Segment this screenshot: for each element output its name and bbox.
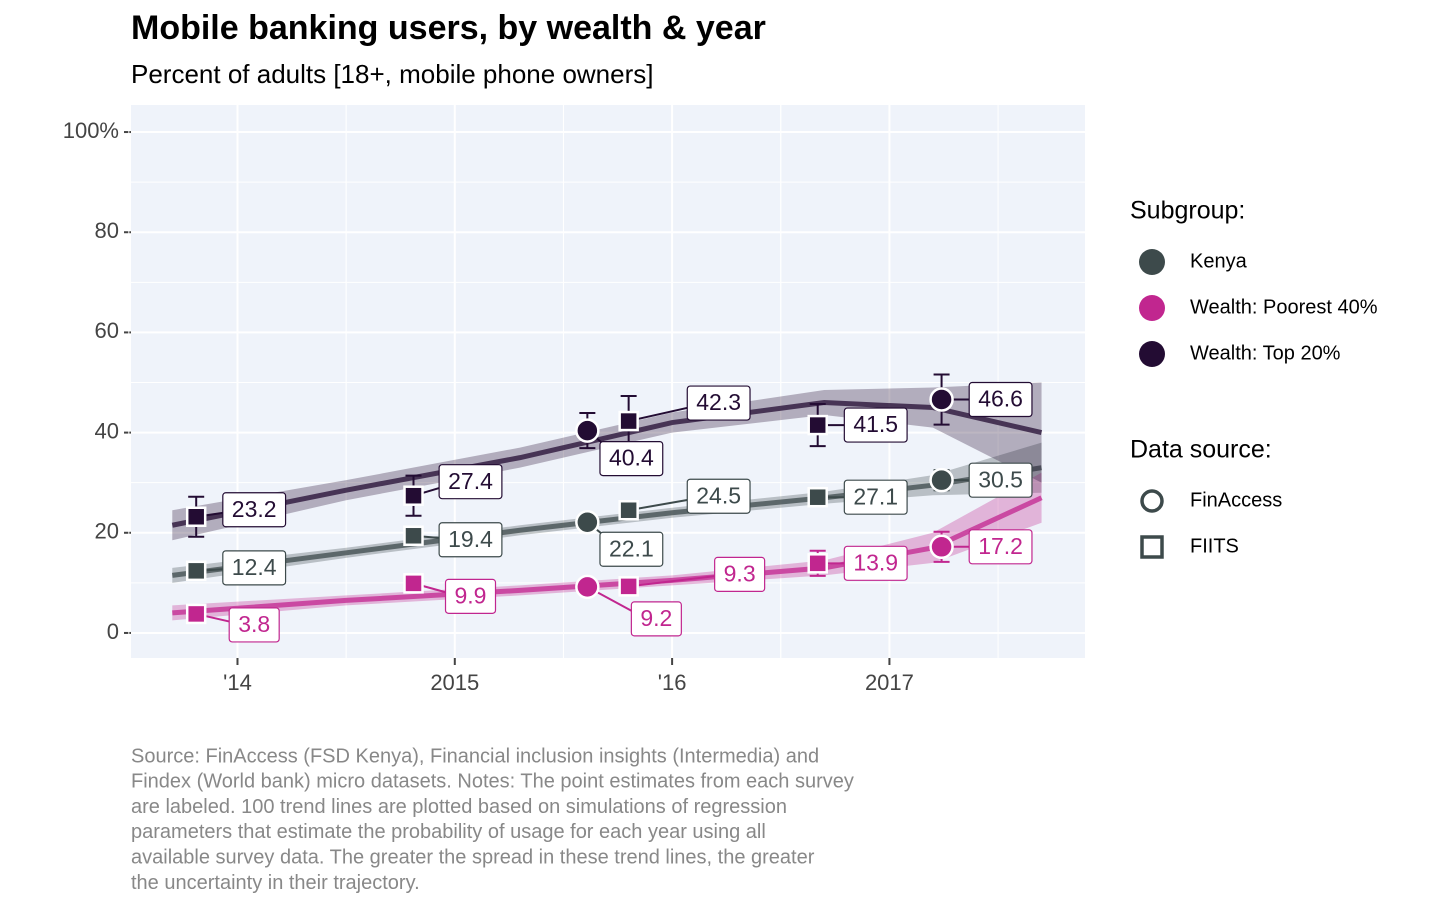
value-label: 9.9 (455, 582, 487, 608)
point (185, 506, 207, 527)
point (618, 410, 639, 432)
value-label: 3.8 (238, 611, 270, 637)
value-label: 27.1 (853, 483, 898, 509)
value-label-box (222, 492, 287, 528)
legend-marker (1140, 489, 1164, 513)
point (185, 603, 207, 625)
point (929, 467, 954, 493)
legend-marker (1139, 249, 1165, 275)
value-label: 17.2 (978, 533, 1023, 559)
caption-line: Source: FinAccess (FSD Kenya), Financial… (131, 745, 819, 767)
point (403, 485, 424, 506)
point (807, 486, 828, 508)
legend-marker (1140, 535, 1164, 559)
legend-title: Data source: (1130, 436, 1272, 464)
value-label-box (438, 464, 503, 500)
value-label-box (714, 556, 766, 592)
value-label-box (686, 385, 751, 421)
caption-line: are labeled. 100 trend lines are plotted… (131, 796, 787, 818)
value-label: 46.6 (978, 386, 1023, 412)
value-label-box (968, 462, 1033, 498)
value-label-box (228, 607, 280, 643)
legend-marker (1139, 295, 1165, 321)
legend-marker (1139, 341, 1165, 367)
value-label-box (222, 550, 287, 586)
caption-line: the uncertainty in their trajectory. (131, 872, 420, 894)
legend-label: Kenya (1190, 250, 1248, 272)
caption-line: Findex (World bank) micro datasets. Note… (131, 771, 854, 793)
caption-line: parameters that estimate the probability… (131, 821, 766, 843)
point (807, 414, 828, 436)
value-label-box (599, 531, 664, 567)
point (403, 525, 424, 547)
y-tick-label: 20 (95, 519, 119, 544)
point (807, 553, 828, 574)
y-tick-label: 80 (95, 218, 119, 243)
value-label: 24.5 (696, 482, 741, 508)
legend-title: Subgroup: (1130, 197, 1245, 225)
x-tick-label: 2017 (865, 670, 914, 695)
caption-line: available survey data. The greater the s… (131, 846, 815, 868)
value-label: 13.9 (853, 549, 898, 575)
value-label-box (444, 578, 497, 614)
value-label-box (968, 529, 1033, 565)
value-label-box (630, 601, 682, 637)
chart-subtitle: Percent of adults [18+, mobile phone own… (131, 59, 654, 89)
value-label: 23.2 (232, 496, 277, 522)
y-tick-label: 60 (95, 318, 119, 343)
trend-band (172, 382, 1042, 541)
point (575, 418, 600, 443)
value-label: 19.4 (448, 526, 493, 552)
x-tick-label: '14 (223, 670, 252, 695)
point (929, 387, 954, 412)
point (575, 510, 600, 535)
legend-label: FinAccess (1190, 489, 1282, 511)
value-label: 41.5 (853, 411, 898, 437)
value-label-box (438, 522, 503, 558)
x-tick-label: 2015 (430, 670, 479, 695)
point (185, 560, 207, 582)
value-label-box (686, 478, 751, 514)
legend-label: Wealth: Top 20% (1190, 342, 1341, 364)
value-label-box (968, 381, 1033, 418)
value-label: 42.3 (696, 389, 741, 415)
y-tick-label: 40 (95, 418, 119, 443)
point (403, 573, 424, 594)
value-label: 22.1 (609, 535, 654, 561)
value-label-box (843, 545, 908, 581)
y-tick-label: 0 (107, 619, 119, 644)
value-label: 12.4 (232, 554, 277, 580)
point (618, 499, 639, 521)
point (929, 534, 954, 560)
legend-label: Wealth: Poorest 40% (1190, 296, 1378, 318)
label-leader (628, 573, 730, 588)
x-tick-label: '16 (658, 670, 687, 695)
legend-label: FIITS (1190, 535, 1239, 557)
value-label: 9.3 (724, 560, 756, 586)
value-label: 30.5 (978, 466, 1023, 492)
value-label-box (843, 479, 908, 515)
value-label: 40.4 (609, 445, 654, 471)
value-label: 27.4 (448, 468, 493, 494)
chart-title: Mobile banking users, by wealth & year (131, 9, 766, 47)
point (618, 576, 639, 597)
y-tick-label: 100% (63, 118, 119, 143)
value-label-box (843, 407, 908, 443)
value-label-box (599, 440, 664, 477)
point (575, 574, 600, 600)
value-label: 9.2 (640, 605, 672, 631)
